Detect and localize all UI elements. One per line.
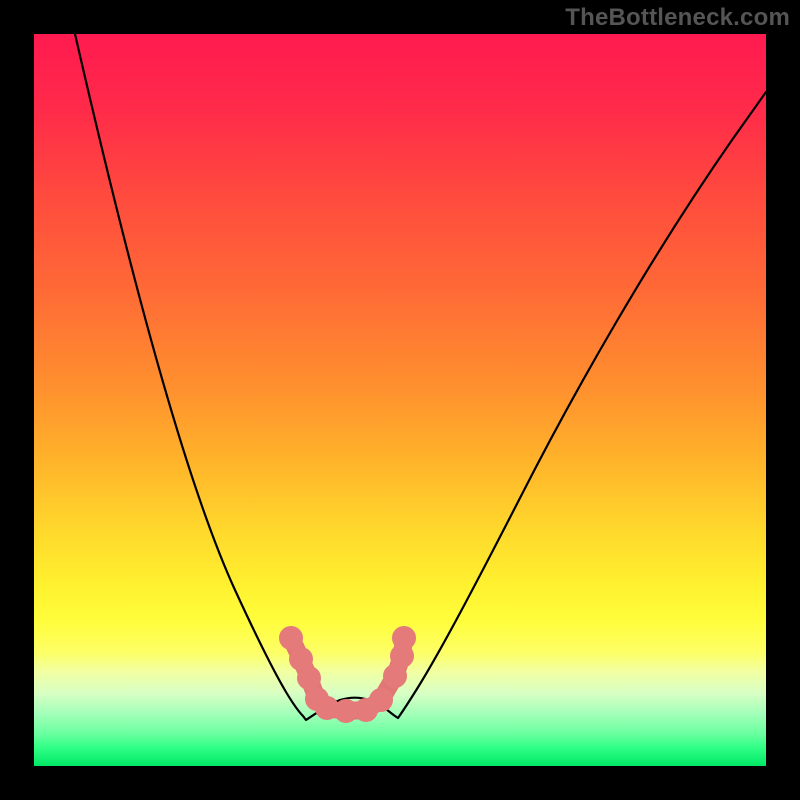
bottleneck-curve bbox=[75, 34, 766, 720]
marker-dots bbox=[279, 626, 416, 723]
curve-layer bbox=[0, 0, 800, 800]
marker-dot bbox=[279, 626, 303, 650]
marker-dot bbox=[297, 666, 321, 690]
marker-dot bbox=[369, 688, 393, 712]
marker-dot bbox=[392, 626, 416, 650]
chart-stage: TheBottleneck.com bbox=[0, 0, 800, 800]
watermark-text: TheBottleneck.com bbox=[565, 4, 790, 32]
